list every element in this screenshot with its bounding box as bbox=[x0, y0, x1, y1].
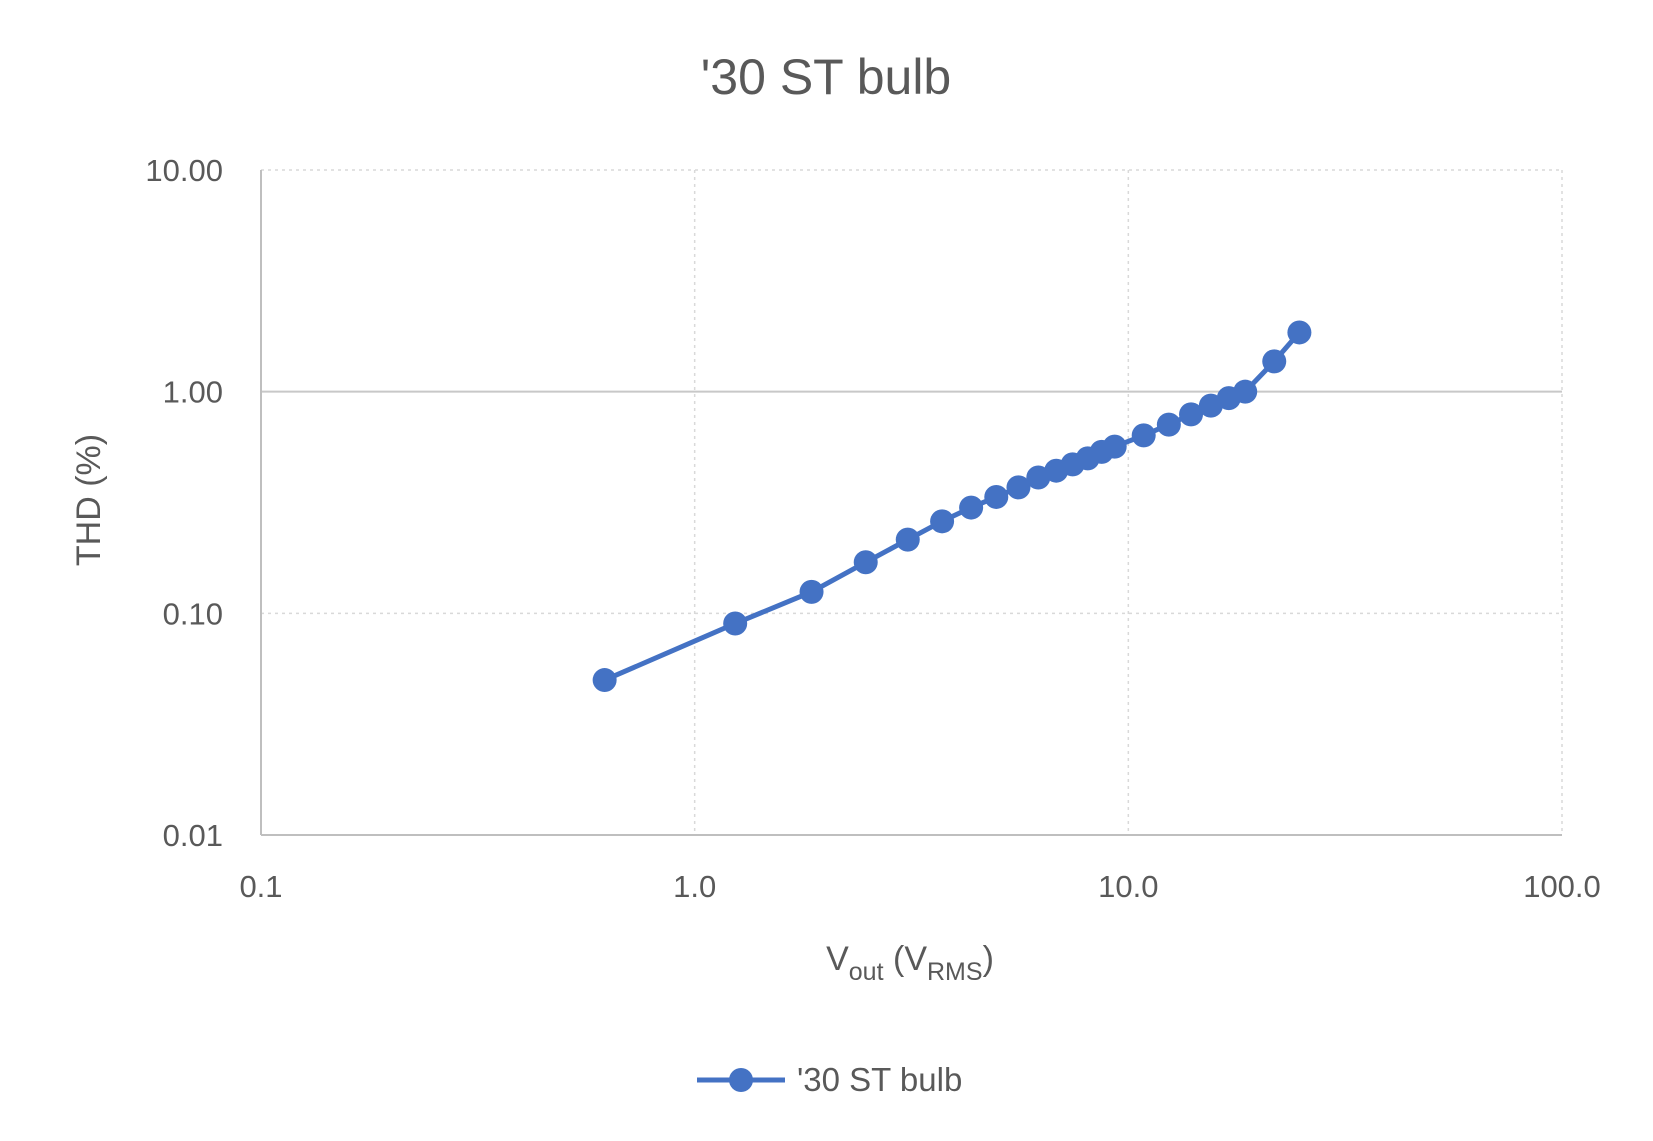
data-point bbox=[1179, 402, 1204, 427]
y-tick-label: 1.00 bbox=[163, 375, 223, 410]
chart-title: '30 ST bulb bbox=[701, 49, 951, 105]
data-point bbox=[930, 509, 955, 534]
y-tick-label: 0.01 bbox=[163, 818, 223, 853]
series-line bbox=[603, 330, 1302, 683]
data-point bbox=[1131, 423, 1156, 448]
x-axis-title-mid: (V bbox=[884, 940, 928, 978]
data-point bbox=[984, 484, 1009, 509]
y-tick-label: 0.10 bbox=[163, 596, 223, 631]
x-tick-label: 10.0 bbox=[1098, 869, 1158, 904]
data-point bbox=[1233, 379, 1258, 404]
data-point bbox=[799, 579, 824, 604]
data-point bbox=[1156, 412, 1181, 437]
legend-label: '30 ST bulb bbox=[797, 1061, 962, 1098]
data-point bbox=[1198, 393, 1223, 418]
x-axis-title-sub1: out bbox=[849, 958, 884, 986]
data-point bbox=[1262, 349, 1287, 374]
grid bbox=[261, 169, 1563, 835]
data-point bbox=[895, 527, 920, 552]
x-tick-labels: 0.1 1.0 10.0 100.0 bbox=[239, 869, 1600, 904]
data-point bbox=[853, 550, 878, 575]
plot-area bbox=[592, 320, 1312, 693]
x-axis-title-sub2: RMS bbox=[927, 958, 983, 986]
x-axis-title: Vout (VRMS) bbox=[826, 940, 994, 986]
data-point bbox=[959, 495, 984, 520]
y-tick-labels: 0.01 0.10 1.00 10.00 bbox=[145, 153, 223, 853]
x-tick-label: 1.0 bbox=[673, 869, 716, 904]
axes bbox=[260, 170, 1562, 836]
data-point bbox=[592, 668, 617, 693]
data-point bbox=[1287, 320, 1312, 345]
legend: '30 ST bulb bbox=[697, 1061, 962, 1098]
data-point bbox=[1102, 434, 1127, 459]
y-tick-label: 10.00 bbox=[145, 153, 223, 188]
data-point bbox=[723, 611, 748, 636]
x-axis-title-main: V bbox=[826, 940, 849, 978]
y-axis-title: THD (%) bbox=[70, 434, 108, 566]
data-point bbox=[1006, 475, 1031, 500]
x-axis-title-end: ) bbox=[983, 940, 994, 978]
x-tick-label: 0.1 bbox=[239, 869, 282, 904]
legend-marker bbox=[729, 1068, 753, 1092]
x-tick-label: 100.0 bbox=[1523, 869, 1601, 904]
